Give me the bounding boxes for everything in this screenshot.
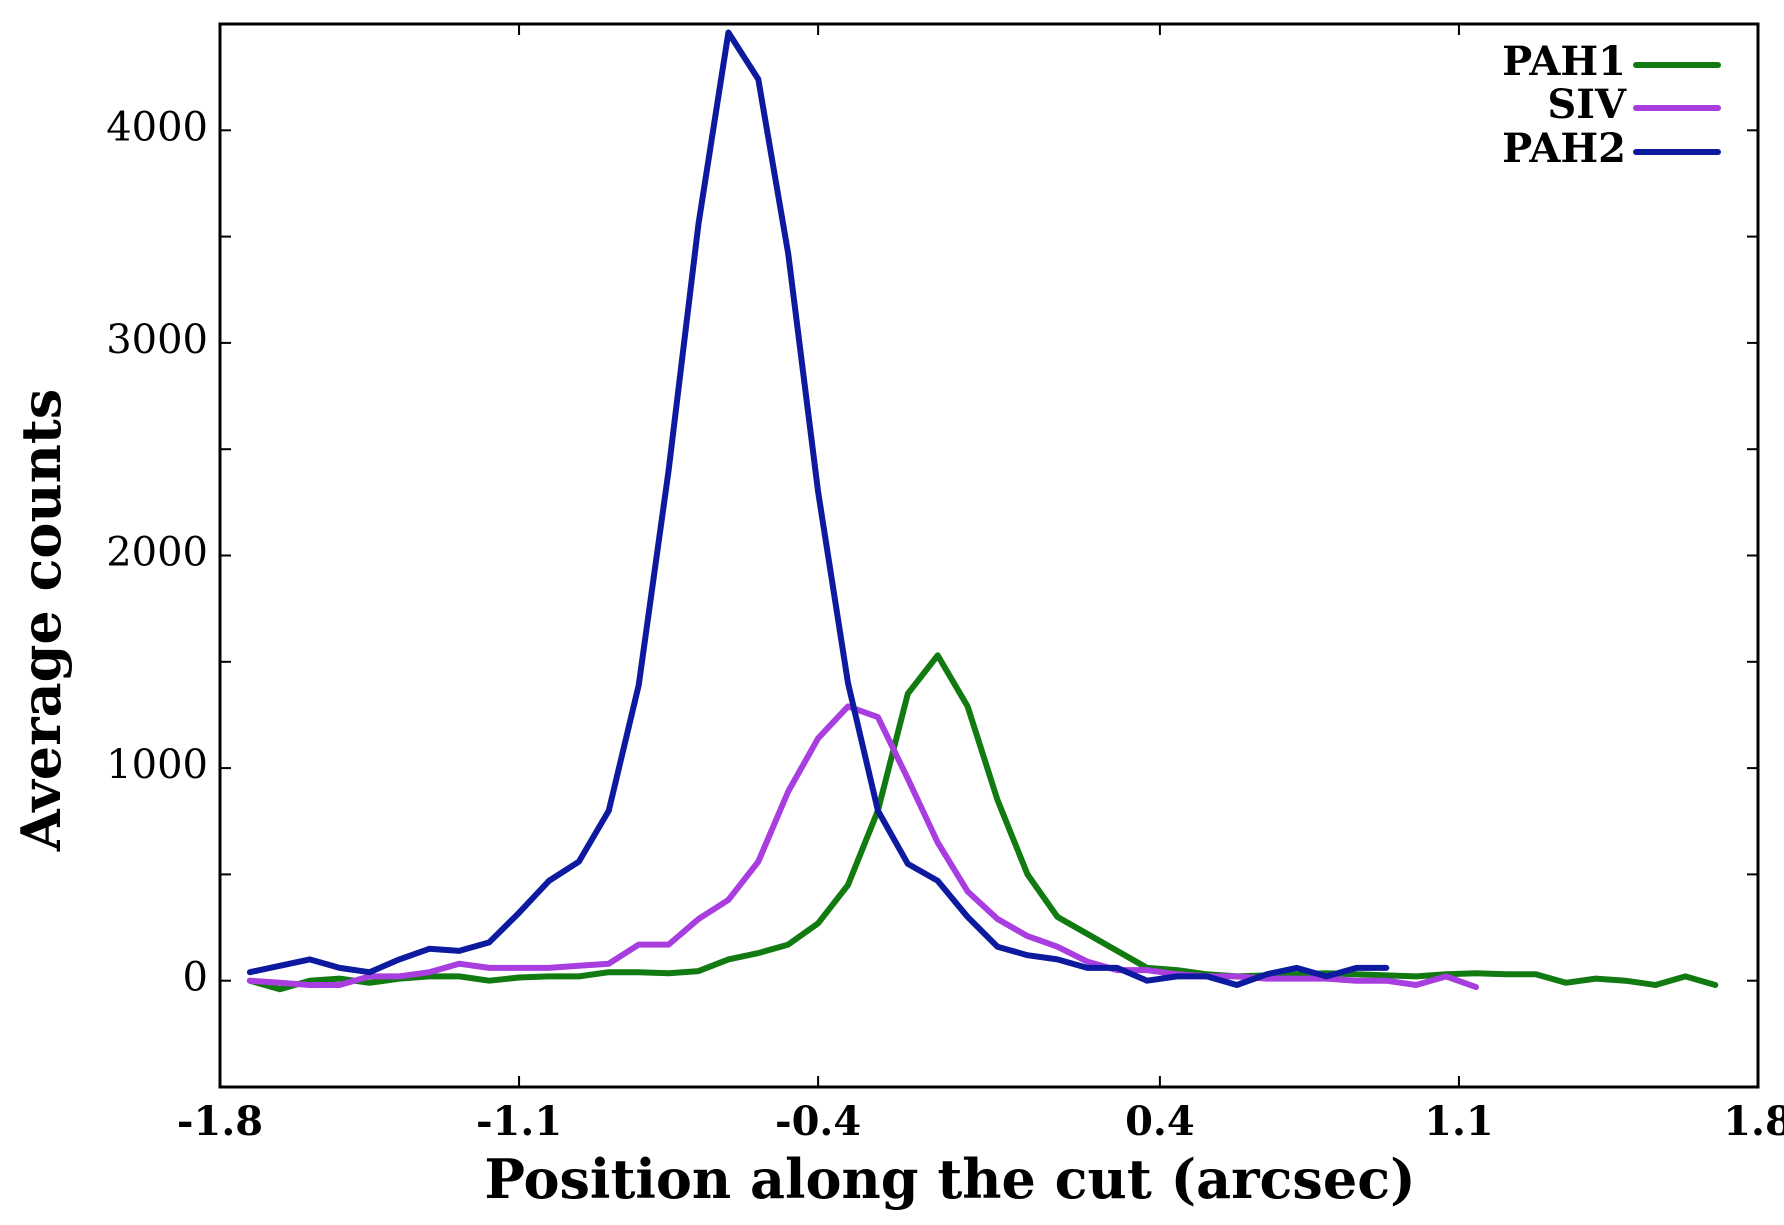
legend-entry-siv: SIV [1547, 81, 1721, 128]
plot-frame [218, 22, 1760, 1089]
x-axis-title: Position along the cut (arcsec) [484, 1147, 1415, 1211]
x-tick-labels: -1.8 -1.1 -0.4 0.4 1.1 1.8 [177, 1098, 1784, 1145]
y-tick-label: 2000 [106, 530, 208, 576]
x-tick-label: -1.1 [476, 1098, 562, 1145]
x-tick-label: 1.1 [1424, 1098, 1494, 1145]
y-axis-title: Average counts [9, 389, 73, 853]
y-tick-label: 0 [183, 955, 208, 1001]
x-tick-label: -1.8 [177, 1098, 263, 1145]
series-line-pah2 [246, 29, 1390, 988]
series-layer [246, 29, 1719, 993]
y-tick-label: 4000 [106, 104, 208, 150]
legend-entry-pah1: PAH1 [1502, 38, 1721, 85]
y-tick-labels: 0 1000 2000 3000 4000 [106, 104, 208, 1000]
legend-label: PAH2 [1502, 125, 1626, 172]
x-tick-label: 0.4 [1125, 1098, 1195, 1145]
y-tick-label: 3000 [106, 317, 208, 363]
series-line-siv [246, 703, 1479, 991]
legend-label: SIV [1547, 81, 1627, 128]
ticks-layer [220, 24, 1758, 1087]
x-tick-label: 1.8 [1723, 1098, 1784, 1145]
y-tick-label: 1000 [106, 742, 208, 788]
series-line-pah1 [246, 652, 1719, 993]
legend-entry-pah2: PAH2 [1502, 125, 1721, 172]
legend-label: PAH1 [1502, 38, 1626, 85]
x-tick-label: -0.4 [775, 1098, 861, 1145]
legend: PAH1 SIV PAH2 [1502, 38, 1721, 172]
